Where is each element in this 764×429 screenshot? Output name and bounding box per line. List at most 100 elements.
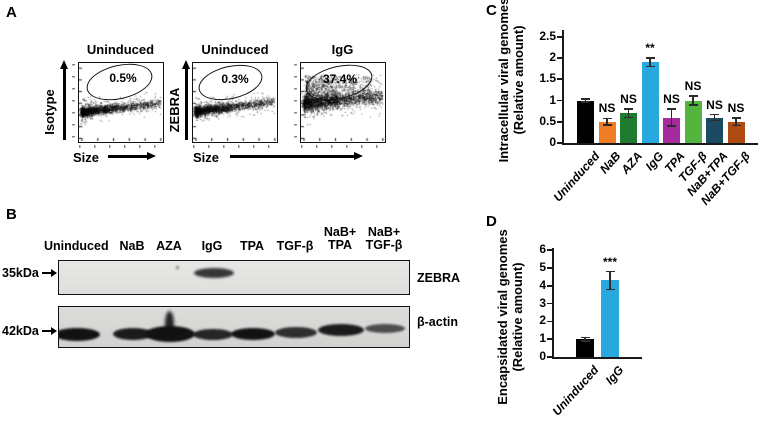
bar bbox=[576, 339, 594, 357]
ecap bbox=[624, 108, 633, 110]
lane-label-igg: IgG bbox=[201, 239, 223, 253]
marker-42kda: 42kDa bbox=[2, 324, 57, 338]
ecap bbox=[581, 101, 590, 103]
axis bbox=[562, 30, 564, 144]
bar bbox=[641, 62, 659, 143]
flow2-title: Uninduced bbox=[201, 42, 269, 57]
blot-band bbox=[365, 323, 405, 333]
anno: NS bbox=[620, 92, 637, 106]
panel-b-label: B bbox=[6, 206, 17, 223]
flow2-gate-percent: 0.3% bbox=[221, 72, 249, 86]
lane-label-aza: AZA bbox=[156, 239, 182, 253]
anno: NS bbox=[706, 97, 723, 112]
eline bbox=[584, 337, 586, 341]
ecap bbox=[605, 288, 615, 291]
axis bbox=[547, 356, 552, 358]
lane-label-nab-tpa: NaB+ TPA bbox=[323, 225, 357, 252]
axis bbox=[547, 285, 552, 287]
anno: NS bbox=[663, 92, 680, 106]
lane-label-tgfb: TGF-β bbox=[276, 239, 314, 253]
blot-label-bactin: β-actin bbox=[417, 315, 458, 329]
marker-35kda: 35kDa bbox=[2, 266, 57, 280]
lane-label-tpa: TPA bbox=[239, 239, 265, 253]
flow2-scatter-canvas bbox=[193, 63, 276, 141]
anno: NS bbox=[598, 101, 616, 116]
flow1-bottom-ticks bbox=[79, 145, 163, 148]
xlab: IgG bbox=[642, 149, 667, 174]
axis bbox=[547, 338, 552, 341]
flow2-ylabel: ZEBRA bbox=[167, 87, 182, 133]
ecap bbox=[667, 125, 676, 127]
axis bbox=[557, 35, 562, 38]
flow2-yaxis-arrow-icon bbox=[182, 60, 190, 140]
blot-band bbox=[231, 328, 275, 340]
blot-strip-zebra bbox=[58, 260, 410, 295]
eline bbox=[609, 271, 611, 290]
bar bbox=[601, 280, 619, 357]
ecap bbox=[710, 113, 719, 116]
chart-c-plot-area: 0 0.5 1 1.5 2 2.5 Uninduced NS NaB NS AZA ** IgG NS TP… bbox=[539, 18, 764, 233]
eline bbox=[692, 96, 694, 105]
flow2-plot-frame: 0.3% bbox=[192, 59, 278, 143]
ecap bbox=[645, 57, 655, 59]
xlab: IgG bbox=[602, 363, 627, 388]
ecap bbox=[580, 340, 590, 342]
anno: NS bbox=[684, 79, 702, 94]
ytick: 3 bbox=[539, 295, 546, 310]
eline bbox=[735, 117, 737, 126]
flow3-gate-percent: 37.4% bbox=[322, 72, 358, 86]
marker-35kda-arrow-icon bbox=[41, 269, 57, 277]
ecap bbox=[667, 108, 676, 110]
anno: NS bbox=[727, 100, 745, 115]
axis bbox=[557, 99, 562, 102]
flow2-bottom-ticks bbox=[193, 145, 277, 148]
ecap bbox=[602, 124, 612, 126]
flow23-xaxis-arrow-icon bbox=[230, 152, 363, 160]
ecap bbox=[581, 98, 590, 100]
bar bbox=[706, 117, 723, 143]
lane-label-nab: NaB bbox=[119, 239, 145, 253]
bar bbox=[598, 121, 616, 143]
axis bbox=[547, 320, 552, 323]
flow3-plot-frame: 37.4% bbox=[300, 58, 386, 143]
axis bbox=[547, 249, 552, 252]
flow3-scatter-canvas bbox=[301, 63, 384, 141]
marker-35kda-text: 35kDa bbox=[2, 266, 39, 280]
axis bbox=[557, 142, 562, 144]
blot-band bbox=[194, 268, 234, 278]
flow1-ylabel: Isotype bbox=[42, 89, 57, 135]
ytick: 1 bbox=[549, 92, 556, 107]
flow1-xlabel: Size bbox=[73, 150, 100, 165]
ytick: 0 bbox=[539, 349, 546, 363]
ytick: 2.5 bbox=[539, 28, 556, 43]
flow2-xlabel: Size bbox=[193, 150, 220, 165]
ecap bbox=[688, 95, 698, 98]
ytick: 5 bbox=[539, 260, 546, 274]
ytick: 0.5 bbox=[539, 113, 556, 128]
ytick: 1 bbox=[539, 331, 546, 346]
blot-band bbox=[59, 327, 100, 341]
marker-42kda-text: 42kDa bbox=[2, 324, 39, 338]
flow3-left-ticks bbox=[294, 64, 297, 142]
flow1-plot-frame: 0.5% bbox=[78, 57, 164, 143]
axis bbox=[562, 143, 758, 145]
flow1-xaxis-arrow-icon bbox=[108, 152, 156, 160]
ecap bbox=[624, 116, 633, 119]
panel-c-label: C bbox=[486, 2, 497, 19]
ytick: 0 bbox=[549, 135, 556, 149]
lane-label-uninduced: Uninduced bbox=[44, 239, 109, 253]
xlab: Uninduced bbox=[549, 363, 602, 419]
axis bbox=[547, 302, 552, 305]
xlab: AZA bbox=[617, 149, 645, 177]
xlab: NaB bbox=[596, 149, 624, 177]
ytick: 1.5 bbox=[539, 71, 556, 86]
eline bbox=[627, 109, 630, 118]
eline bbox=[649, 58, 651, 67]
bar bbox=[620, 113, 637, 143]
axis bbox=[552, 248, 554, 358]
ytick: 2 bbox=[549, 50, 556, 64]
flow1-yaxis-arrow-icon bbox=[60, 60, 68, 140]
axis bbox=[557, 120, 562, 123]
panel-d-label: D bbox=[486, 213, 497, 230]
